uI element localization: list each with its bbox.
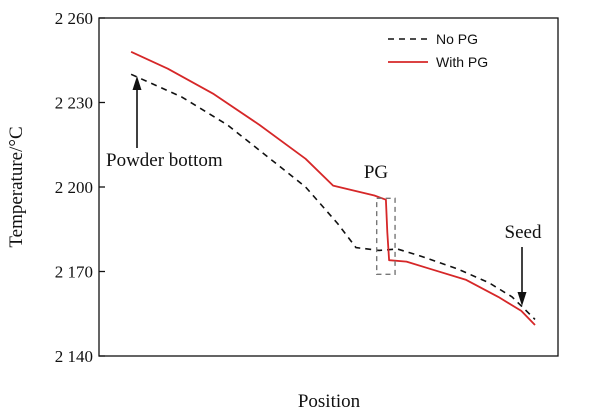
series-layer <box>130 50 536 326</box>
legend-label-no-pg: No PG <box>436 31 478 47</box>
seed-arrowhead <box>517 292 527 306</box>
powder-bottom-label: Powder bottom <box>106 150 223 171</box>
pg-region-box <box>375 197 396 276</box>
series-line-no-pg <box>130 73 536 320</box>
annotation-powder-bottom: Powder bottom <box>106 76 223 171</box>
x-axis-title: Position <box>298 391 361 412</box>
powder-bottom-arrowhead <box>132 76 142 90</box>
y-tick-label: 2 200 <box>55 178 93 197</box>
legend-label-with-pg: With PG <box>436 54 488 70</box>
annotation-seed: Seed <box>505 222 542 306</box>
series-line-with-pg <box>130 50 536 326</box>
y-tick-label: 2 140 <box>55 347 93 366</box>
y-tick-label: 2 230 <box>55 94 93 113</box>
seed-label: Seed <box>505 222 542 243</box>
y-axis-ticks: 2 140 2 170 2 200 2 230 2 260 <box>55 9 105 366</box>
y-tick-label: 2 260 <box>55 9 93 28</box>
legend: No PG With PG <box>388 31 488 70</box>
y-axis-title: Temperature/°C <box>6 126 27 247</box>
pg-label: PG <box>364 162 389 183</box>
y-tick-label: 2 170 <box>55 263 93 282</box>
